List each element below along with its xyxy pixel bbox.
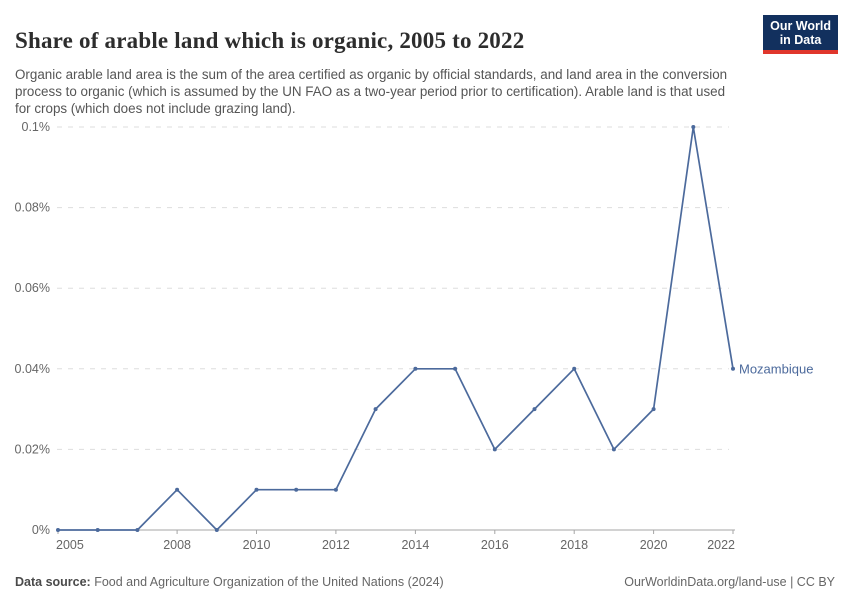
x-tick-label: 2020 xyxy=(640,538,668,552)
x-tick-label: 2008 xyxy=(163,538,191,552)
x-tick-label: 2012 xyxy=(322,538,350,552)
y-tick-label: 0.08% xyxy=(15,201,50,215)
data-point[interactable] xyxy=(175,487,180,492)
x-tick-label: 2014 xyxy=(401,538,429,552)
y-tick-label: 0% xyxy=(32,523,50,537)
data-source: Data source: Food and Agriculture Organi… xyxy=(15,575,444,589)
series-label[interactable]: Mozambique xyxy=(739,361,813,376)
data-point[interactable] xyxy=(254,487,259,492)
data-source-label: Data source: xyxy=(15,575,91,589)
x-tick-label: 2010 xyxy=(243,538,271,552)
x-tick-label: 2022 xyxy=(707,538,735,552)
data-line[interactable] xyxy=(58,126,734,531)
data-point[interactable] xyxy=(492,447,497,452)
data-point[interactable] xyxy=(135,528,140,532)
owid-logo-line2: in Data xyxy=(779,33,822,47)
data-point[interactable] xyxy=(453,366,458,371)
x-tick-label: 2018 xyxy=(560,538,588,552)
y-tick-label: 0.02% xyxy=(15,442,50,456)
data-point[interactable] xyxy=(731,366,735,371)
data-point[interactable] xyxy=(294,487,299,492)
credit-link[interactable]: OurWorldinData.org/land-use | CC BY xyxy=(624,575,835,589)
data-point[interactable] xyxy=(56,528,60,532)
page-title: Share of arable land which is organic, 2… xyxy=(15,28,525,54)
x-tick-label: 2016 xyxy=(481,538,509,552)
x-tick-label: 2005 xyxy=(56,538,84,552)
data-point[interactable] xyxy=(333,487,338,492)
data-point[interactable] xyxy=(413,366,418,371)
data-source-text: Food and Agriculture Organization of the… xyxy=(90,575,444,589)
data-point[interactable] xyxy=(373,407,378,412)
y-tick-label: 0.06% xyxy=(15,281,50,295)
data-point[interactable] xyxy=(95,528,100,532)
data-point[interactable] xyxy=(611,447,616,452)
data-point[interactable] xyxy=(572,366,577,371)
owid-logo: Our World in Data xyxy=(763,15,838,54)
y-tick-label: 0.1% xyxy=(22,120,51,134)
y-tick-label: 0.04% xyxy=(15,362,50,376)
data-point[interactable] xyxy=(691,125,696,129)
data-point[interactable] xyxy=(214,528,219,532)
data-point[interactable] xyxy=(532,407,537,412)
data-point[interactable] xyxy=(651,407,656,412)
owid-logo-line1: Our World xyxy=(770,19,831,33)
chart-footer: Data source: Food and Agriculture Organi… xyxy=(15,575,835,589)
chart-subtitle: Organic arable land area is the sum of t… xyxy=(15,67,728,117)
